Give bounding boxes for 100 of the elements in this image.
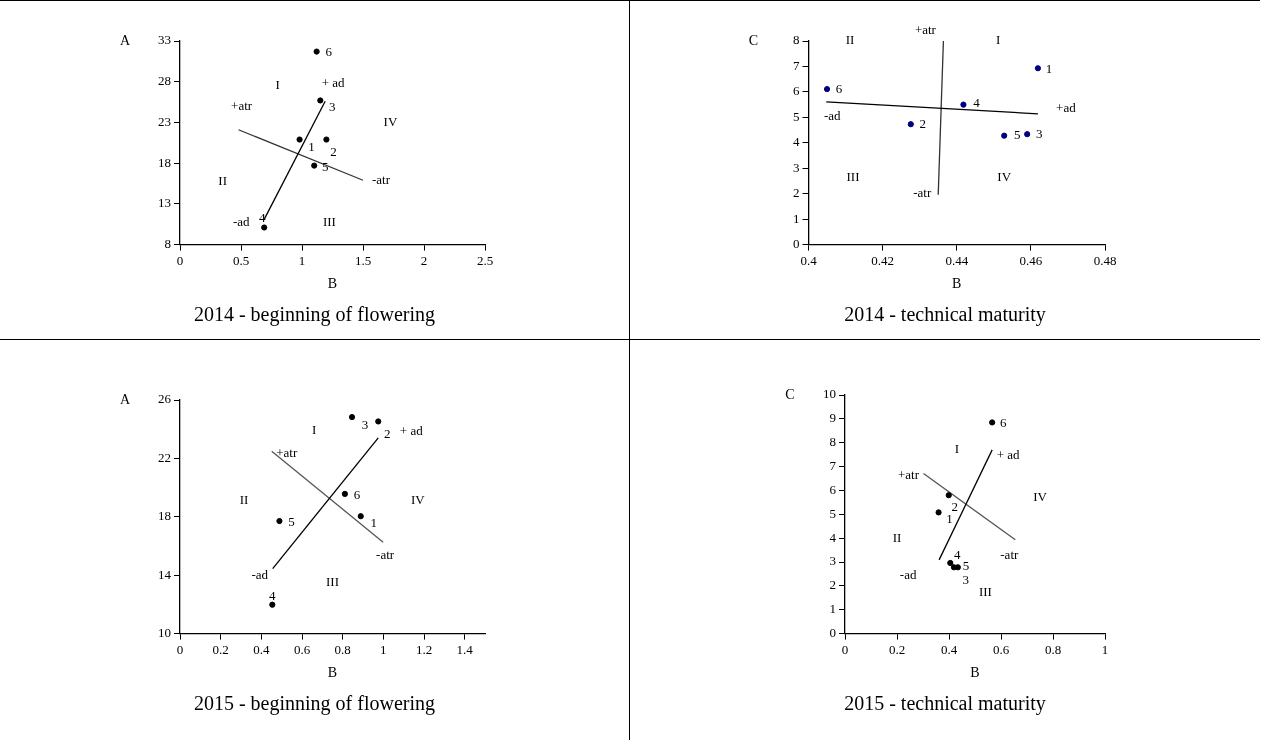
annotation: III: [978, 584, 992, 600]
x-tick-label: 2: [420, 252, 427, 268]
x-axis-title: B: [952, 276, 962, 292]
annotation: 6: [353, 487, 361, 503]
x-tick-label: 1: [1101, 641, 1109, 657]
y-tick-label: 28: [157, 73, 171, 89]
y-tick-label: 23: [157, 113, 171, 129]
y-tick-label: 6: [829, 481, 837, 497]
x-tick-label: 0.2: [888, 641, 906, 657]
y-tick-label: 8: [793, 32, 800, 48]
y-axis-title: C: [748, 32, 759, 48]
y-tick-label: 3: [793, 159, 800, 175]
x-tick-label: 0: [176, 641, 183, 657]
annotation: +ad: [1056, 100, 1077, 116]
y-tick-label: 10: [823, 386, 836, 402]
annotation: 1: [307, 138, 315, 154]
annotation: III: [846, 168, 860, 184]
x-tick-label: 0: [841, 641, 849, 657]
x-tick-label: 2.5: [476, 252, 493, 268]
annotation: 2: [951, 498, 958, 514]
y-tick-label: 5: [829, 505, 836, 521]
y-tick-label: 4: [829, 529, 837, 545]
y-tick-label: 18: [157, 508, 171, 524]
annotation: IV: [410, 491, 425, 507]
text: 2014 - beginning of flowering: [193, 303, 436, 326]
y-tick-label: 26: [157, 391, 171, 407]
annotation: 2: [919, 115, 927, 131]
y-tick-label: 2: [793, 185, 800, 201]
annotation: +atr: [230, 98, 253, 114]
y-axis-title: A: [119, 391, 131, 407]
annotation: -atr: [375, 546, 395, 562]
y-tick-label: 4: [793, 134, 800, 150]
annotation: 5: [1013, 127, 1021, 143]
annotation: 3: [361, 416, 368, 432]
annotation: 1: [1045, 60, 1053, 76]
annotation: -atr: [913, 185, 932, 201]
x-tick-label: 0: [176, 252, 183, 268]
annotation: 3: [962, 571, 970, 587]
x-tick-label: 1.4: [456, 641, 473, 657]
y-tick-label: 10: [157, 625, 171, 641]
x-tick-label: 0.48: [1093, 252, 1117, 268]
annotation: + ad: [399, 423, 423, 439]
annotation: 3: [1035, 125, 1043, 141]
annotation: I: [954, 441, 959, 457]
x-tick-label: 1.2: [415, 641, 432, 657]
annotation: 1: [370, 514, 377, 530]
x-tick-label: 0.42: [871, 252, 894, 268]
x-tick-label: 0.5: [232, 252, 249, 268]
y-axis-title: C: [785, 386, 795, 402]
x-tick-label: 0.4: [800, 252, 818, 268]
annotation: 4: [268, 588, 276, 604]
y-tick-label: 2: [829, 577, 836, 593]
x-tick-label: 0.2: [212, 641, 229, 657]
y-tick-label: 13: [157, 195, 171, 211]
annotation: 1: [946, 510, 953, 526]
y-tick-label: 7: [829, 458, 837, 473]
annotation: III: [325, 573, 339, 589]
annotation: IV: [383, 113, 398, 129]
annotation: IV: [997, 168, 1012, 184]
y-tick-label: 7: [793, 57, 800, 73]
annotation: +atr: [898, 466, 920, 482]
annotation: +atr: [914, 22, 937, 38]
annotation: 4: [258, 209, 266, 225]
annotation: I: [996, 32, 1001, 48]
y-tick-label: 5: [793, 108, 800, 124]
y-tick-label: 0: [793, 236, 800, 252]
text: 2014 - technical maturity: [844, 303, 1046, 326]
annotation: 4: [954, 547, 962, 563]
annotation: -atr: [371, 171, 391, 187]
annotation: +atr: [275, 444, 298, 460]
y-tick-label: 33: [157, 32, 171, 48]
text: 2015 - beginning of flowering: [193, 692, 436, 715]
annotation: 2: [329, 143, 337, 159]
annotation: + ad: [996, 447, 1021, 463]
text: 2015 - technical maturity: [844, 692, 1046, 715]
annotation: -ad: [899, 567, 917, 583]
annotation: -ad: [823, 108, 842, 124]
annotation: -ad: [232, 213, 250, 229]
y-tick-label: 0: [829, 625, 836, 641]
annotation: 5: [287, 514, 295, 530]
y-tick-label: 8: [829, 434, 836, 450]
y-tick-label: 1: [829, 601, 836, 617]
y-axis-title: A: [119, 32, 131, 48]
x-tick-label: 0.6: [992, 641, 1010, 657]
y-tick-label: 9: [829, 410, 836, 426]
annotation: II: [845, 32, 855, 48]
annotation: I: [274, 77, 280, 93]
x-tick-label: 0.44: [945, 252, 969, 268]
annotation: 2: [383, 425, 390, 441]
x-tick-label: 0.4: [252, 641, 270, 657]
annotation: II: [239, 491, 248, 507]
x-tick-label: 1: [298, 252, 305, 268]
y-tick-label: 8: [164, 236, 171, 252]
x-axis-title: B: [327, 276, 337, 292]
x-tick-label: 0.46: [1019, 252, 1043, 268]
x-tick-label: 0.4: [940, 641, 958, 657]
annotation: -atr: [1000, 547, 1019, 563]
y-tick-label: 18: [157, 154, 171, 170]
y-tick-label: 6: [793, 83, 800, 99]
annotation: III: [322, 213, 336, 229]
